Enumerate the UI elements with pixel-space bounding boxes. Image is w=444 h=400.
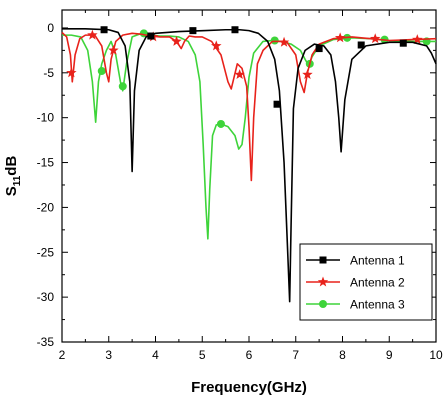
- data-point: [273, 100, 281, 108]
- legend-item: Antenna 1: [306, 254, 405, 268]
- y-tick-label: 0: [47, 21, 54, 35]
- y-axis: 0 -5 -10 -15 -20 -25 -30 -35: [37, 21, 436, 349]
- x-tick-label: 9: [386, 348, 393, 362]
- data-point: [302, 69, 313, 80]
- data-point: [189, 27, 197, 35]
- x-tick-label: 5: [199, 348, 206, 362]
- y-tick-label: -20: [37, 200, 55, 214]
- data-point: [87, 29, 98, 40]
- data-point: [270, 36, 279, 45]
- data-point: [171, 35, 182, 46]
- legend-label: Antenna 1: [350, 254, 405, 268]
- y-axis-title-subscript: 11: [12, 175, 23, 186]
- y-axis-title-main: S: [3, 186, 20, 196]
- x-axis-title: Frequency(GHz): [191, 379, 307, 396]
- legend-label: Antenna 2: [350, 276, 405, 290]
- data-point: [216, 119, 225, 128]
- y-tick-label: -5: [43, 66, 54, 80]
- legend-swatch-marker: [319, 300, 327, 308]
- y-tick-label: -15: [37, 156, 55, 170]
- x-tick-label: 10: [429, 348, 443, 362]
- x-tick-label: 2: [59, 348, 66, 362]
- y-axis-title: S11dB: [3, 156, 23, 197]
- y-tick-label: -25: [37, 245, 55, 259]
- x-tick-label: 4: [152, 348, 159, 362]
- x-tick-label: 7: [292, 348, 299, 362]
- data-point: [315, 45, 323, 53]
- data-point: [278, 36, 290, 47]
- data-point: [211, 40, 222, 51]
- data-point: [100, 26, 108, 34]
- data-point: [118, 82, 127, 91]
- y-tick-label: -10: [37, 111, 55, 125]
- x-tick-label: 3: [105, 348, 112, 362]
- legend-swatch-marker: [319, 256, 327, 264]
- y-tick-label: -35: [37, 335, 55, 349]
- data-point: [66, 67, 77, 78]
- data-point: [234, 69, 245, 80]
- legend-swatch-marker: [317, 276, 329, 287]
- y-tick-label: -30: [37, 290, 55, 304]
- data-point: [108, 44, 119, 55]
- x-tick-label: 6: [246, 348, 253, 362]
- data-point: [334, 32, 346, 43]
- legend-item: Antenna 2: [306, 276, 405, 290]
- series-layer: [61, 26, 437, 303]
- data-point: [97, 67, 106, 76]
- legend: Antenna 1 Antenna 2 Antenna 3: [299, 243, 433, 321]
- data-point: [412, 34, 423, 45]
- y-axis-title-suffix: dB: [3, 156, 20, 176]
- series-line: [62, 28, 437, 303]
- x-axis: 2 3 4 5 6 7 8 9 10: [59, 10, 443, 362]
- data-point: [369, 33, 381, 44]
- data-point: [399, 39, 407, 47]
- data-point: [357, 41, 365, 49]
- legend-label: Antenna 3: [350, 298, 405, 312]
- data-point: [231, 26, 239, 34]
- x-tick-label: 8: [339, 348, 346, 362]
- data-point: [147, 32, 155, 40]
- legend-item: Antenna 3: [306, 298, 405, 312]
- series-1: [62, 26, 437, 303]
